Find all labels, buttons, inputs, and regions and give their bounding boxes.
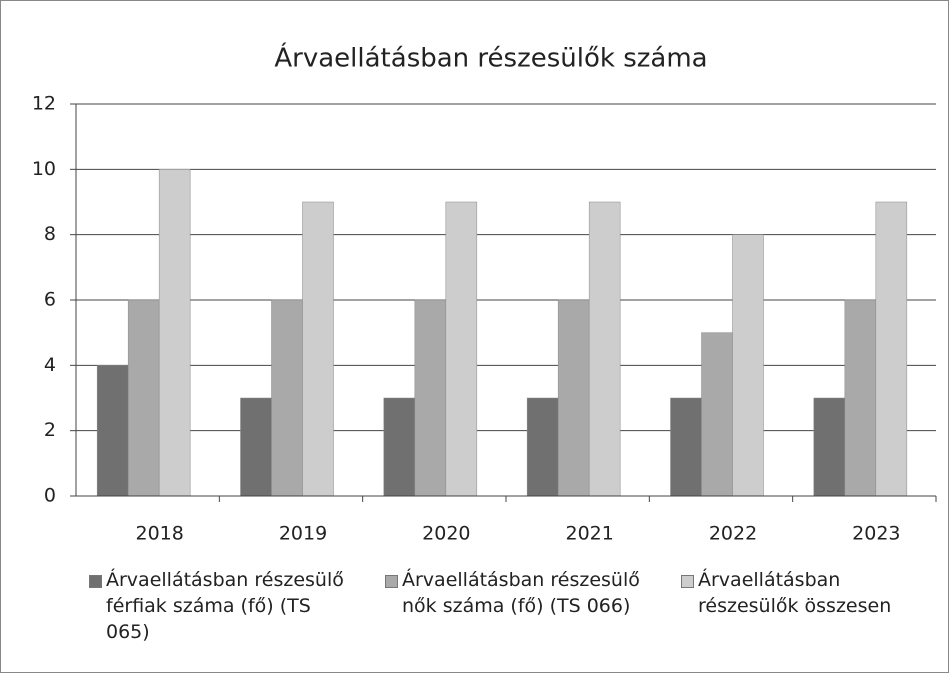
x-tick-label: 2021 <box>565 523 613 545</box>
chart: Árvaellátásban részesülők száma 0 2 4 6 8 10 1… <box>32 42 937 545</box>
legend-label: Árvaellátásban részesülők összesen <box>698 569 892 617</box>
bar <box>844 299 877 497</box>
x-tick-label: 2019 <box>279 523 327 545</box>
legend-swatch <box>681 575 694 588</box>
bar <box>875 201 908 497</box>
bar <box>271 299 303 497</box>
chart-title: Árvaellátásban részesülők száma <box>274 42 707 74</box>
bar <box>588 201 621 497</box>
legend-label: Árvaellátásban részesülő férfiak száma (… <box>106 569 344 643</box>
bar <box>732 234 764 497</box>
y-tick-label: 12 <box>32 93 56 115</box>
bar <box>813 397 846 497</box>
bar <box>557 299 590 497</box>
legend-swatch <box>385 575 398 588</box>
bar <box>701 332 733 497</box>
bar <box>445 201 478 497</box>
x-tick-label: 2020 <box>422 523 470 545</box>
y-tick-label: 6 <box>44 289 56 311</box>
x-tick-label: 2022 <box>709 523 757 545</box>
legend-entry: Árvaellátásban részesülők összesen <box>681 567 921 619</box>
bar <box>158 169 191 497</box>
legend-label: Árvaellátásban részesülő nők száma (fő) … <box>402 569 640 617</box>
bar <box>302 201 334 497</box>
y-tick-label: 2 <box>44 419 56 441</box>
legend-swatch <box>89 575 102 588</box>
legend-entry: Árvaellátásban részesülő férfiak száma (… <box>89 567 349 645</box>
y-tick-label: 10 <box>32 158 56 180</box>
bar <box>96 365 129 497</box>
y-tick-label: 4 <box>44 354 56 376</box>
bar <box>526 397 559 497</box>
bar <box>127 299 160 497</box>
x-tick-label: 2023 <box>852 523 900 545</box>
bar <box>383 397 416 497</box>
legend-entry: Árvaellátásban részesülő nők száma (fő) … <box>385 567 655 619</box>
x-tick-label: 2018 <box>135 523 183 545</box>
y-tick-label: 8 <box>44 223 56 245</box>
y-tick-label: 0 <box>44 485 56 507</box>
bar <box>670 397 702 497</box>
bar <box>414 299 447 497</box>
bar <box>240 397 272 497</box>
